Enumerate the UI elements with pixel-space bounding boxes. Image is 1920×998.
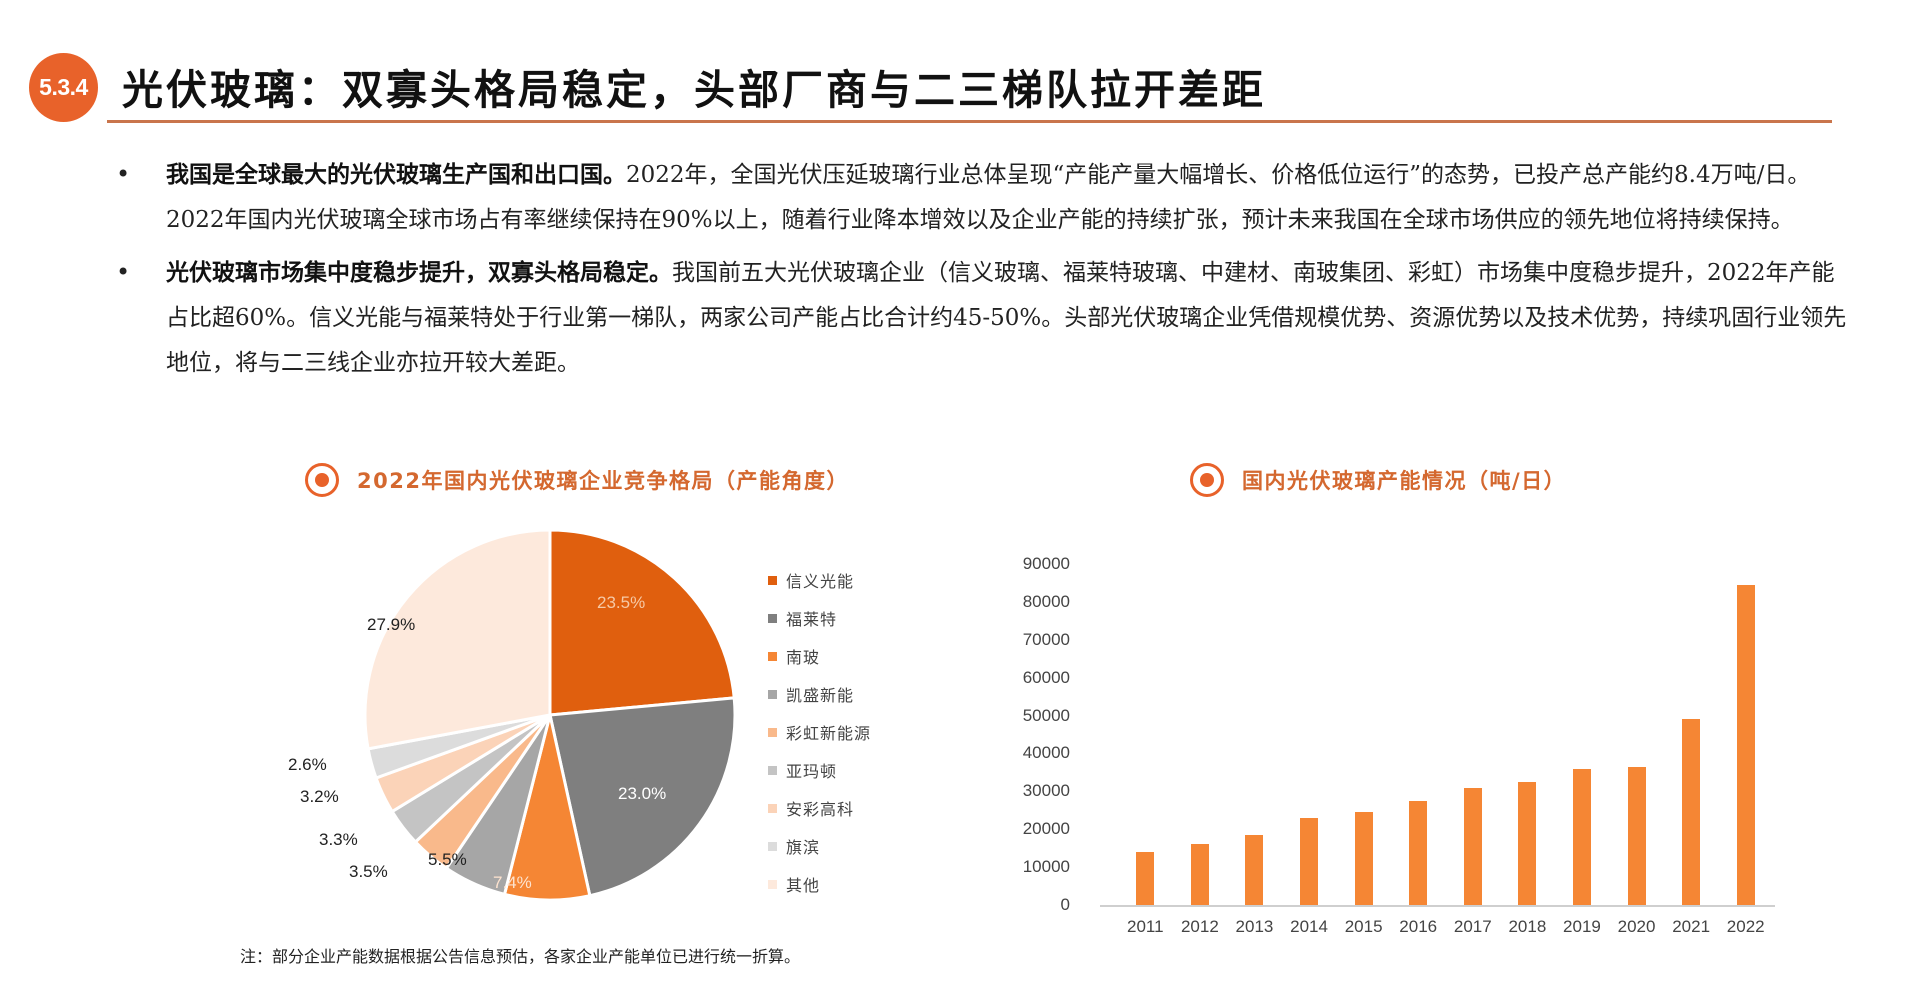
pie-slice-label: 7.4% — [493, 873, 532, 892]
legend-label: 彩虹新能源 — [786, 724, 872, 743]
y-axis-tick: 70000 — [1022, 629, 1070, 649]
pie-slice-label: 2.6% — [288, 755, 327, 774]
x-axis-tick: 2012 — [1180, 917, 1219, 936]
bar-chart: 0 10000 20000 30000 40000 50000 60000 70000 8000… — [1010, 545, 1780, 945]
x-axis-tick: 2020 — [1617, 917, 1656, 936]
y-axis-tick: 30000 — [1022, 781, 1070, 801]
legend-item: 安彩高科 — [768, 789, 871, 827]
legend-swatch-icon — [768, 651, 777, 661]
bar — [1354, 812, 1373, 905]
bar — [1409, 800, 1428, 905]
legend-label: 亚玛顿 — [786, 762, 838, 781]
y-axis-tick: 0 — [1060, 895, 1070, 914]
x-axis-tick: 2021 — [1672, 917, 1711, 936]
bullet-dot-icon: • — [116, 160, 131, 188]
pie-slice — [548, 696, 737, 898]
legend-label: 旗滨 — [786, 838, 821, 857]
bar — [1300, 817, 1319, 905]
pie-chart — [340, 520, 760, 940]
legend-item: 亚玛顿 — [768, 751, 871, 789]
legend-swatch-icon — [768, 879, 777, 889]
y-axis-tick: 80000 — [1022, 591, 1070, 611]
y-axis-tick: 50000 — [1022, 705, 1070, 725]
pie-slice-label: 27.9% — [367, 615, 416, 634]
legend-label: 福莱特 — [786, 610, 838, 629]
pie-slice — [548, 528, 736, 717]
bar — [1518, 781, 1537, 905]
section-number-badge: 5.3.4 — [29, 53, 98, 122]
pie-chart-heading: 2022年国内光伏玻璃企业竞争格局（产能角度） — [305, 463, 849, 497]
x-axis-tick: 2018 — [1508, 917, 1547, 936]
y-axis-tick: 40000 — [1022, 743, 1070, 763]
x-axis-line — [1100, 905, 1775, 907]
bar-chart-title: 国内光伏玻璃产能情况（吨/日） — [1242, 469, 1567, 493]
legend-item: 彩虹新能源 — [768, 713, 871, 751]
bar — [1245, 834, 1264, 905]
legend-item: 凯盛新能 — [768, 675, 871, 713]
x-axis-tick: 2013 — [1235, 917, 1274, 936]
legend-swatch-icon — [768, 689, 777, 699]
legend-swatch-icon — [768, 765, 777, 775]
pie-slice-label: 23.5% — [597, 593, 646, 612]
target-icon — [305, 463, 339, 497]
pie-chart-title: 2022年国内光伏玻璃企业竞争格局（产能角度） — [357, 469, 849, 493]
bullet-lead: 光伏玻璃市场集中度稳步提升，双寡头格局稳定。 — [166, 259, 672, 286]
pie-slice-label: 3.3% — [319, 830, 358, 849]
bar — [1627, 766, 1646, 905]
x-axis-tick: 2022 — [1726, 917, 1765, 936]
legend-swatch-icon — [768, 841, 777, 851]
x-axis-tick: 2015 — [1344, 917, 1383, 936]
title-divider — [107, 120, 1832, 123]
bar-chart-heading: 国内光伏玻璃产能情况（吨/日） — [1190, 463, 1566, 497]
legend-label: 南玻 — [786, 648, 821, 667]
pie-slice-label: 3.2% — [300, 787, 339, 806]
x-axis-tick: 2016 — [1399, 917, 1438, 936]
x-axis-tick: 2014 — [1290, 917, 1328, 936]
legend-item: 福莱特 — [768, 599, 871, 637]
bullet-body: 我国前五大光伏玻璃企业（信义玻璃、福莱特玻璃、中建材、南玻集团、彩虹）市场集中度… — [166, 260, 1847, 376]
legend-label: 安彩高科 — [786, 800, 855, 819]
x-axis-tick: 2011 — [1127, 917, 1164, 936]
target-icon — [1190, 463, 1224, 497]
bar — [1136, 851, 1155, 905]
footnote: 注：部分企业产能数据根据公告信息预估，各家企业产能单位已进行统一折算。 — [240, 947, 801, 966]
legend-swatch-icon — [768, 575, 777, 585]
bar — [1190, 844, 1209, 905]
legend-label: 信义光能 — [786, 572, 855, 591]
bullet-body: 2022年，全国光伏压延玻璃行业总体呈现“产能产量大幅增长、价格低位运行”的态势… — [166, 162, 1811, 233]
y-axis-tick: 60000 — [1022, 667, 1070, 687]
y-axis-tick: 20000 — [1022, 819, 1070, 839]
x-axis-tick: 2017 — [1453, 917, 1492, 936]
bullet-dot-icon: • — [116, 258, 131, 286]
pie-slice — [363, 528, 552, 751]
bar — [1736, 584, 1755, 905]
legend-item: 旗滨 — [768, 827, 871, 865]
bar — [1463, 787, 1482, 905]
x-axis-tick: 2019 — [1563, 917, 1601, 936]
pie-slice-label: 3.5% — [349, 862, 388, 881]
y-axis-tick: 90000 — [1022, 554, 1070, 573]
legend-label: 其他 — [786, 876, 821, 895]
legend-label: 凯盛新能 — [786, 686, 855, 705]
legend-item: 信义光能 — [768, 561, 871, 599]
bullet-lead: 我国是全球最大的光伏玻璃生产国和出口国。 — [166, 161, 626, 188]
bar — [1572, 768, 1591, 905]
bar — [1682, 719, 1701, 905]
bullet-item: • 光伏玻璃市场集中度稳步提升，双寡头格局稳定。我国前五大光伏玻璃企业（信义玻璃… — [110, 250, 1850, 386]
pie-slice-label: 23.0% — [618, 784, 667, 803]
pie-slice-label: 5.5% — [428, 850, 467, 869]
pie-chart-legend: 信义光能福莱特南玻凯盛新能彩虹新能源亚玛顿安彩高科旗滨其他 — [768, 561, 871, 903]
page-title: 光伏玻璃：双寡头格局稳定，头部厂商与二三梯队拉开差距 — [122, 66, 1266, 114]
legend-item: 南玻 — [768, 637, 871, 675]
legend-swatch-icon — [768, 727, 777, 737]
legend-swatch-icon — [768, 803, 777, 813]
bullet-item: • 我国是全球最大的光伏玻璃生产国和出口国。2022年，全国光伏压延玻璃行业总体… — [110, 152, 1850, 243]
pie-chart-graphic — [363, 528, 737, 902]
bullet-list: • 我国是全球最大的光伏玻璃生产国和出口国。2022年，全国光伏压延玻璃行业总体… — [110, 152, 1850, 393]
legend-swatch-icon — [768, 613, 777, 623]
legend-item: 其他 — [768, 865, 871, 903]
y-axis-tick: 10000 — [1022, 857, 1070, 877]
